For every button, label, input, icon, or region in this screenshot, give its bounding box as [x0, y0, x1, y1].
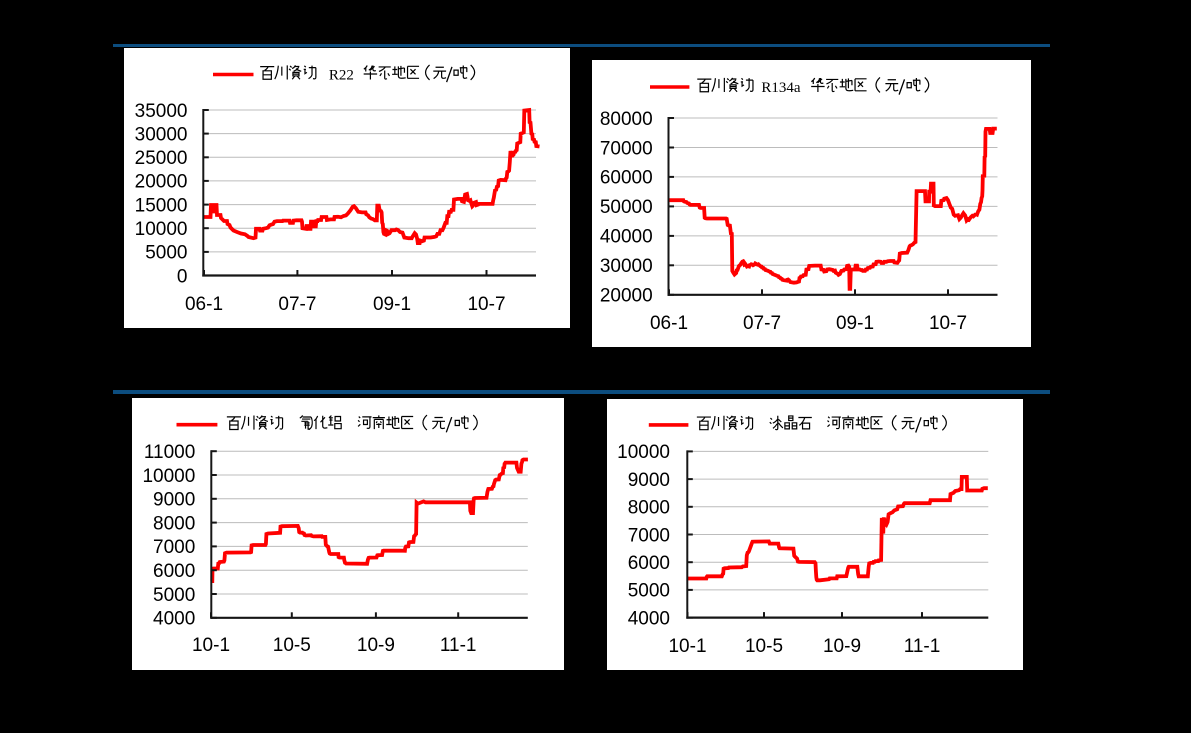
svg-text:7000: 7000 — [628, 525, 670, 546]
svg-text:10-7: 10-7 — [929, 313, 967, 334]
svg-text:R22: R22 — [329, 68, 354, 84]
svg-text:5000: 5000 — [153, 585, 195, 606]
svg-text:60000: 60000 — [600, 168, 653, 189]
svg-text:20000: 20000 — [600, 286, 653, 307]
svg-text:80000: 80000 — [600, 109, 653, 130]
svg-text:11000: 11000 — [144, 442, 195, 463]
svg-text:06-1: 06-1 — [650, 313, 688, 334]
svg-text:50000: 50000 — [600, 197, 653, 218]
svg-text:5000: 5000 — [628, 581, 670, 602]
svg-text:10-5: 10-5 — [273, 635, 311, 656]
svg-text:10-9: 10-9 — [357, 635, 395, 656]
svg-text:20000: 20000 — [135, 172, 188, 193]
svg-text:10-7: 10-7 — [467, 294, 505, 315]
svg-text:06-1: 06-1 — [185, 294, 223, 315]
svg-text:10-1: 10-1 — [192, 635, 230, 656]
svg-text:11-1: 11-1 — [440, 635, 477, 656]
svg-text:09-1: 09-1 — [373, 294, 411, 315]
svg-text:0: 0 — [177, 266, 188, 287]
svg-text:8000: 8000 — [628, 498, 670, 519]
svg-text:40000: 40000 — [600, 227, 653, 248]
svg-text:6000: 6000 — [153, 561, 195, 582]
svg-text:09-1: 09-1 — [836, 313, 874, 334]
svg-text:15000: 15000 — [135, 195, 188, 216]
svg-text:07-7: 07-7 — [278, 294, 316, 315]
svg-text:8000: 8000 — [153, 513, 195, 534]
svg-text:5000: 5000 — [145, 243, 187, 264]
svg-text:10-5: 10-5 — [745, 636, 783, 657]
svg-text:10-1: 10-1 — [668, 636, 706, 657]
svg-text:11-1: 11-1 — [904, 636, 941, 657]
svg-text:9000: 9000 — [153, 490, 195, 511]
svg-text:6000: 6000 — [628, 553, 670, 574]
svg-text:25000: 25000 — [135, 148, 188, 169]
svg-text:10000: 10000 — [617, 442, 670, 463]
svg-text:4000: 4000 — [628, 608, 670, 629]
svg-text:7000: 7000 — [153, 537, 195, 558]
svg-text:07-7: 07-7 — [743, 313, 781, 334]
svg-text:10-9: 10-9 — [823, 636, 861, 657]
svg-text:30000: 30000 — [600, 256, 653, 277]
svg-text:70000: 70000 — [600, 138, 653, 159]
svg-text:9000: 9000 — [628, 470, 670, 491]
svg-text:30000: 30000 — [135, 124, 188, 145]
svg-text:10000: 10000 — [135, 219, 188, 240]
svg-text:10000: 10000 — [142, 466, 195, 487]
svg-text:R134a: R134a — [761, 80, 801, 96]
svg-text:4000: 4000 — [153, 609, 195, 630]
svg-text:35000: 35000 — [135, 101, 188, 122]
